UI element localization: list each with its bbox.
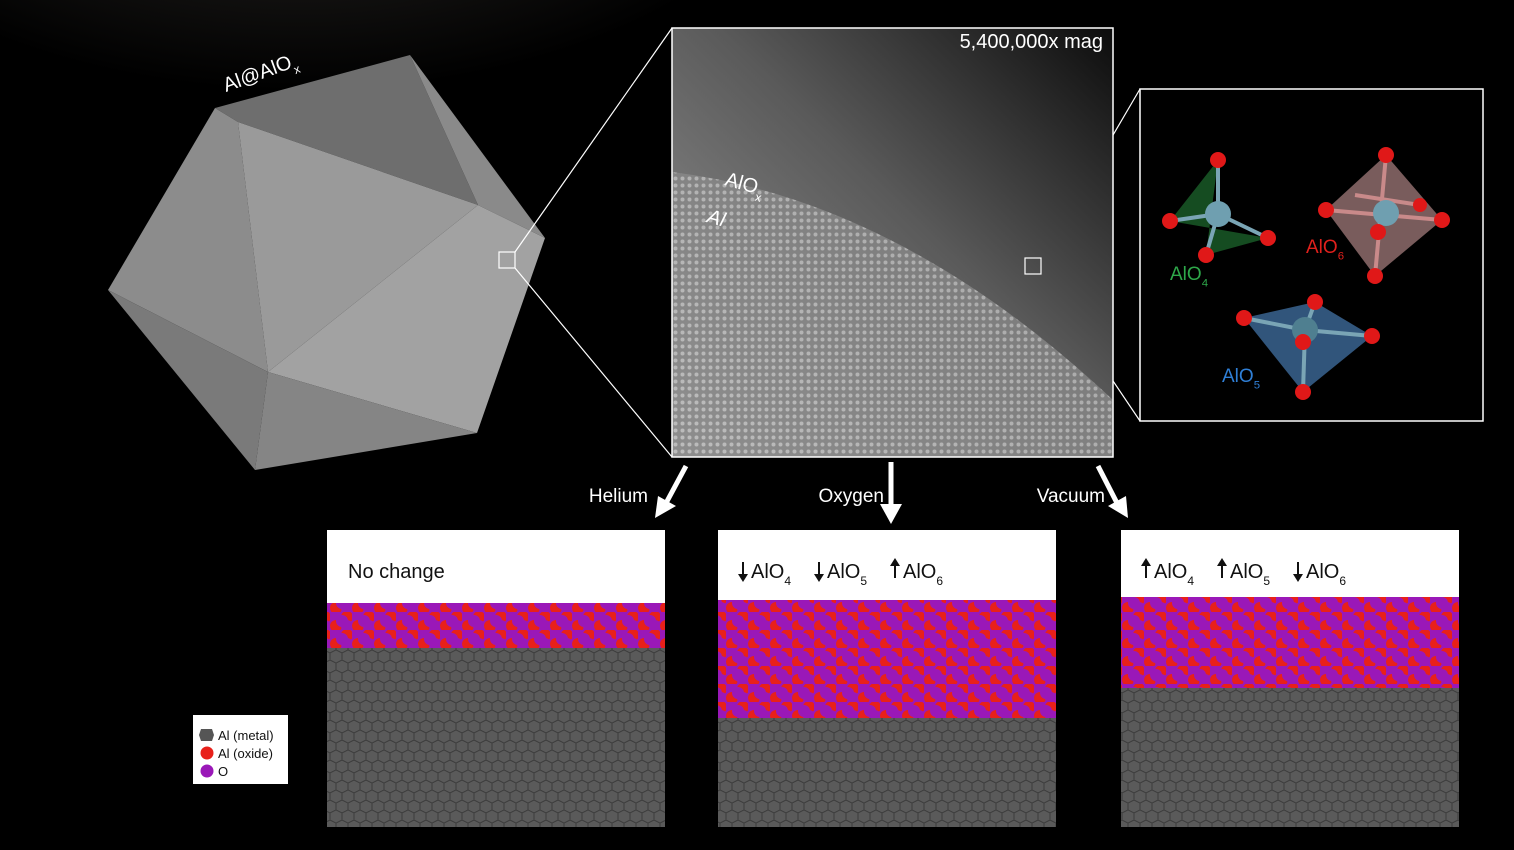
condition-label: Oxygen [819, 486, 884, 507]
polyhedron-label-base: AlO [1222, 366, 1254, 387]
legend-swatch [200, 764, 214, 778]
magnification: 5,400,000x mag [960, 31, 1103, 53]
change-label-sub: 6 [936, 574, 943, 588]
micrograph [671, 27, 1114, 458]
change-arrowhead [814, 574, 824, 582]
change-label-sub: 4 [1187, 574, 1194, 588]
change-label-base: AlO [827, 561, 860, 583]
change-label-base: AlO [1154, 561, 1187, 583]
condition-label: Helium [589, 486, 648, 507]
panel-note: No change [348, 561, 445, 583]
change-label-sub: 5 [860, 574, 867, 588]
process-arrows [655, 462, 1128, 524]
polyhedron-label: AlO4 [1170, 264, 1208, 290]
bipyramid [1236, 294, 1380, 400]
metal-layer [718, 718, 1056, 827]
change-arrowhead [1141, 558, 1151, 566]
change-label-base: AlO [751, 561, 784, 583]
change-arrowhead [1217, 558, 1227, 566]
change-label-sub: 4 [784, 574, 791, 588]
legend-label: Al (oxide) [218, 746, 273, 761]
oxide-layer [1121, 597, 1459, 688]
change-arrowhead [738, 574, 748, 582]
legend-swatch [200, 746, 214, 760]
change-label: AlO5 [1230, 561, 1270, 588]
oxide-layer [327, 603, 665, 648]
polyhedron-label: AlO6 [1306, 237, 1344, 263]
change-label-sub: 5 [1263, 574, 1270, 588]
legend-label: O [218, 764, 228, 779]
change-label: AlO4 [751, 561, 791, 588]
polyhedron-label-sub: 4 [1202, 278, 1208, 290]
polyhedron-label-sub: 6 [1338, 251, 1344, 263]
change-label-base: AlO [1306, 561, 1339, 583]
tetrahedron [1162, 152, 1276, 263]
octahedron [1318, 147, 1450, 284]
polyhedron-label-base: AlO [1170, 264, 1202, 285]
oxide-layer [718, 600, 1056, 718]
legend-swatch [199, 729, 214, 741]
metal-layer [327, 648, 665, 827]
change-label-sub: 6 [1339, 574, 1346, 588]
change-label-base: AlO [903, 561, 936, 583]
change-arrowhead [890, 558, 900, 566]
legend: Al (metal) Al (oxide) O [193, 715, 288, 784]
polyhedron-label-base: AlO [1306, 237, 1338, 258]
legend-label: Al (metal) [218, 728, 274, 743]
condition-label: Vacuum [1037, 486, 1105, 507]
change-label: AlO4 [1154, 561, 1194, 588]
polyhedron-label: AlO5 [1222, 366, 1260, 392]
change-label: AlO5 [827, 561, 867, 588]
change-label: AlO6 [903, 561, 943, 588]
change-label-base: AlO [1230, 561, 1263, 583]
particle-label-sub: x [292, 62, 302, 77]
polyhedron-label-sub: 5 [1254, 380, 1260, 392]
metal-layer [1121, 688, 1459, 827]
change-label: AlO6 [1306, 561, 1346, 588]
oxide-label-sub: x [754, 190, 763, 205]
change-arrowhead [1293, 574, 1303, 582]
icosahedron [108, 55, 545, 470]
